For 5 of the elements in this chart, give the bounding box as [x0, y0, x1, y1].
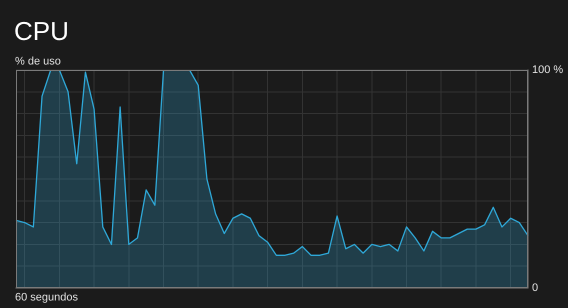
- x-axis-title: 60 segundos: [15, 292, 78, 304]
- chart-title: CPU: [14, 16, 69, 46]
- y-tick-label: 0: [532, 282, 538, 294]
- y-axis-title: % de uso: [15, 56, 61, 68]
- y-tick-label: 100 %: [532, 64, 564, 76]
